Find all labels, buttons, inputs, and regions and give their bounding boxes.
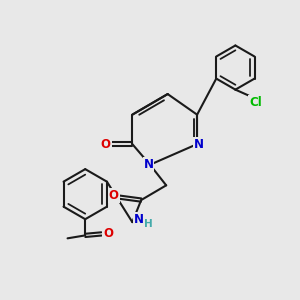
Text: O: O [101, 138, 111, 151]
Text: Cl: Cl [249, 95, 262, 109]
Text: O: O [103, 227, 113, 240]
Text: N: N [143, 158, 154, 171]
Text: H: H [144, 219, 153, 229]
Text: N: N [134, 213, 144, 226]
Text: N: N [194, 138, 204, 151]
Text: O: O [109, 189, 119, 202]
